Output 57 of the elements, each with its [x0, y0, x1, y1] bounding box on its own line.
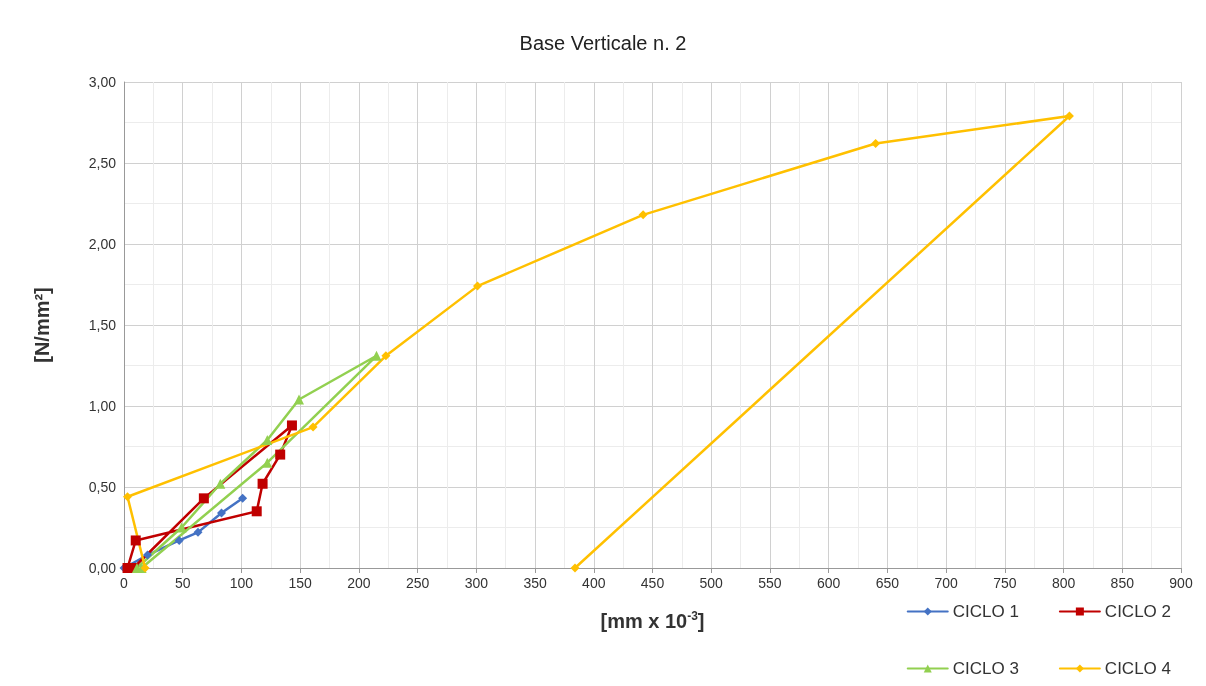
point — [638, 210, 648, 220]
y-tick-label: 1,50 — [88, 317, 117, 333]
point — [216, 508, 226, 518]
y-tick-label: 2,50 — [88, 155, 117, 171]
y-tick-label: 1,00 — [88, 398, 117, 414]
x-tick-label: 600 — [816, 575, 841, 591]
point — [176, 522, 187, 533]
x-tick-label: 900 — [1169, 575, 1193, 591]
x-tick-label: 700 — [934, 575, 958, 591]
point — [262, 457, 273, 468]
point — [251, 506, 262, 517]
point — [262, 435, 273, 446]
point — [140, 563, 150, 573]
point — [308, 422, 318, 432]
legend-label: CICLO 4 — [1104, 659, 1172, 678]
x-tick-label: 0 — [120, 575, 129, 591]
point — [142, 550, 152, 560]
x-tick-label: 100 — [229, 575, 254, 591]
x-tick-label: 850 — [1110, 575, 1135, 591]
y-tick-label: 0,00 — [88, 560, 117, 576]
point — [123, 492, 133, 502]
legend-label: CICLO 2 — [1104, 602, 1172, 621]
x-tick-label: 550 — [758, 575, 782, 591]
legend-label: CICLO 3 — [952, 659, 1019, 678]
x-tick-label: 650 — [875, 575, 900, 591]
point — [293, 394, 304, 405]
x-tick-label: 250 — [405, 575, 430, 591]
x-tick-label: 50 — [174, 575, 191, 591]
point — [174, 535, 184, 545]
point — [198, 493, 209, 504]
y-axis-title: [N/mm²] — [31, 287, 53, 363]
x-tick-label: 450 — [640, 575, 665, 591]
legend-label: CICLO 1 — [952, 602, 1019, 621]
x-tick-label: 800 — [1051, 575, 1076, 591]
point — [275, 449, 286, 460]
x-tick-label: 350 — [523, 575, 547, 591]
point — [1064, 111, 1074, 121]
y-tick-label: 3,00 — [88, 74, 117, 90]
point — [257, 478, 268, 489]
point — [570, 563, 580, 573]
x-tick-label: 400 — [582, 575, 606, 591]
chart-title: Base Verticale n. 2 — [519, 32, 687, 54]
point — [286, 420, 297, 431]
point — [238, 493, 248, 503]
x-tick-label: 150 — [288, 575, 313, 591]
y-tick-label: 2,00 — [88, 236, 117, 252]
point — [381, 351, 391, 361]
point — [215, 478, 226, 489]
x-tick-label: 200 — [347, 575, 371, 591]
y-tick-label: 0,50 — [88, 479, 117, 495]
point — [193, 527, 203, 537]
point — [473, 281, 483, 291]
x-tick-label: 500 — [699, 575, 724, 591]
x-tick-label: 300 — [464, 575, 489, 591]
point — [130, 535, 141, 546]
point — [871, 139, 881, 149]
x-tick-label: 750 — [993, 575, 1017, 591]
